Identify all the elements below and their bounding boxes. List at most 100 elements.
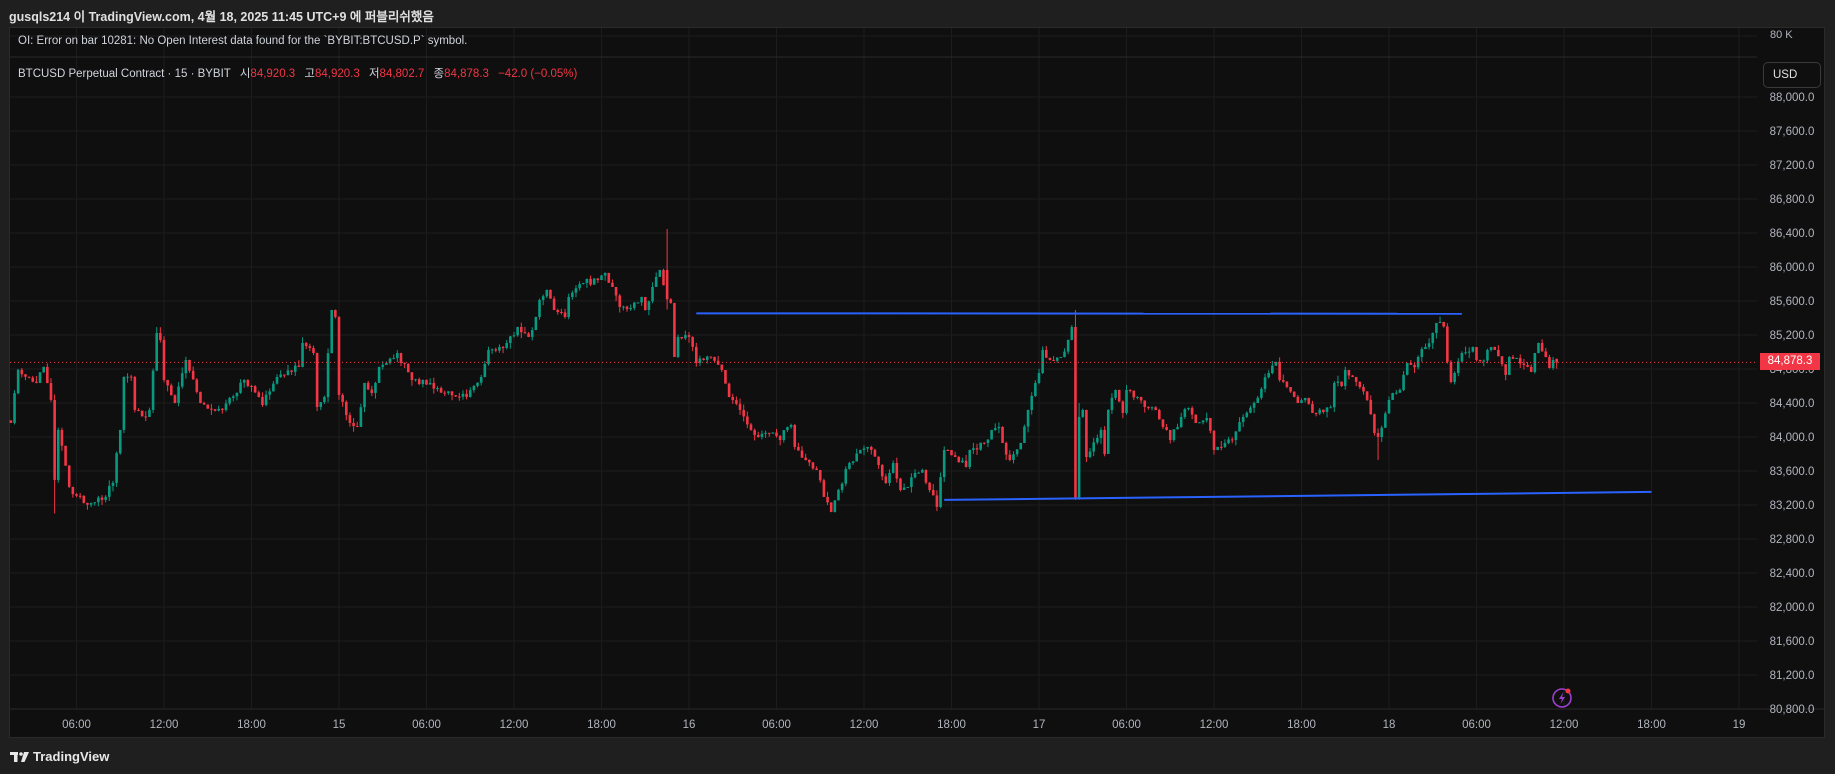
- time-tick-label: 06:00: [1462, 719, 1491, 731]
- candle-body: [104, 496, 107, 500]
- candle-body: [629, 307, 632, 310]
- candle-body: [1486, 349, 1489, 361]
- candle: [1424, 343, 1427, 350]
- candle-body: [1274, 361, 1278, 366]
- candle: [1504, 364, 1507, 381]
- candle: [1329, 405, 1332, 409]
- candle-body: [13, 393, 16, 423]
- candle: [410, 372, 414, 386]
- candle: [866, 446, 869, 453]
- lightning-icon[interactable]: [1552, 688, 1572, 708]
- footer-brand[interactable]: TradingView: [10, 749, 109, 764]
- candle-body: [680, 336, 684, 339]
- candle-body: [224, 403, 228, 410]
- candle: [1537, 342, 1540, 354]
- candle-body: [1110, 397, 1114, 410]
- candle: [571, 290, 574, 300]
- candle: [1114, 389, 1117, 400]
- candle: [574, 285, 578, 298]
- candle-body: [122, 376, 126, 430]
- candle: [979, 442, 982, 451]
- time-axis[interactable]: 06:00 12:00 18:00 15 06:00 12:00 18:00 16 06:00 1…: [62, 719, 1745, 731]
- candle-body: [972, 448, 975, 451]
- candle: [891, 460, 895, 474]
- candle: [392, 354, 395, 360]
- candle-body: [643, 297, 647, 311]
- candle-body: [538, 299, 541, 317]
- last-price-label: 84,878.3: [1760, 353, 1820, 370]
- candle-body: [166, 379, 169, 386]
- candle-body: [1398, 389, 1402, 393]
- candle: [188, 359, 191, 373]
- candle: [1059, 356, 1063, 359]
- candle: [115, 451, 118, 487]
- candle: [1292, 391, 1296, 398]
- trend-lines[interactable]: [696, 312, 1652, 501]
- candle-body: [78, 495, 82, 497]
- candle-body: [221, 408, 224, 410]
- candle-body: [585, 278, 589, 283]
- candle-body: [1387, 399, 1391, 414]
- time-tick-label: 18:00: [237, 719, 266, 731]
- candle: [1384, 411, 1387, 429]
- candle-body: [443, 392, 447, 394]
- candle: [946, 449, 950, 452]
- candle-body: [1136, 396, 1139, 398]
- candle-body: [1427, 343, 1431, 347]
- candle-body: [1540, 342, 1544, 352]
- candle-body: [1544, 351, 1548, 358]
- candle-body: [541, 296, 545, 300]
- candle: [760, 430, 764, 440]
- candle-body: [560, 312, 563, 314]
- candle-body: [581, 282, 585, 285]
- candle-body: [1343, 370, 1347, 386]
- price-axis[interactable]: 88,000.0 87,600.0 87,200.0 86,800.0 86,400.0…: [1770, 92, 1815, 716]
- candle-body: [1442, 321, 1445, 327]
- candle-body: [844, 468, 848, 484]
- candle-body: [414, 379, 417, 381]
- symbol-name[interactable]: BTCUSD Perpetual Contract · 15 · BYBIT: [18, 68, 231, 80]
- candle-body: [902, 487, 906, 490]
- candle-body: [330, 310, 334, 354]
- candle-body: [738, 403, 742, 410]
- candle: [1467, 347, 1471, 359]
- candle: [1526, 361, 1529, 368]
- candle: [607, 272, 611, 284]
- candle: [552, 296, 556, 311]
- currency-button[interactable]: USD: [1763, 62, 1821, 88]
- candle-body: [1023, 426, 1026, 443]
- price-tick-label: 81,200.0: [1770, 670, 1815, 682]
- close-label: 종: [433, 68, 445, 80]
- candle-body: [1041, 349, 1044, 373]
- candle-body: [417, 379, 421, 385]
- candle-body: [461, 393, 465, 397]
- trend-line[interactable]: [944, 490, 1652, 501]
- candle-body: [89, 502, 93, 505]
- symbol-legend[interactable]: BTCUSD Perpetual Contract · 15 · BYBIT 시…: [18, 65, 577, 81]
- candle: [534, 316, 538, 331]
- candle: [1041, 346, 1044, 374]
- candle: [1500, 356, 1504, 367]
- price-tick-label: 85,200.0: [1770, 330, 1815, 342]
- candle-body: [742, 409, 745, 417]
- candle: [1110, 393, 1114, 414]
- candle-body: [669, 299, 673, 303]
- candle: [1099, 427, 1103, 444]
- candle-body: [268, 391, 272, 395]
- candle-body: [651, 286, 654, 302]
- candle: [735, 396, 738, 406]
- candle-body: [396, 353, 399, 359]
- candle: [108, 480, 111, 502]
- candle-body: [1198, 422, 1201, 424]
- candle: [89, 502, 93, 508]
- candle-body: [108, 485, 111, 497]
- candle: [603, 272, 607, 281]
- candle: [975, 443, 979, 455]
- candle-body: [753, 429, 756, 435]
- candle: [1281, 374, 1285, 383]
- candle: [75, 493, 78, 498]
- candle-body: [1373, 414, 1376, 434]
- candle-body: [257, 392, 261, 397]
- candle-body: [760, 433, 764, 437]
